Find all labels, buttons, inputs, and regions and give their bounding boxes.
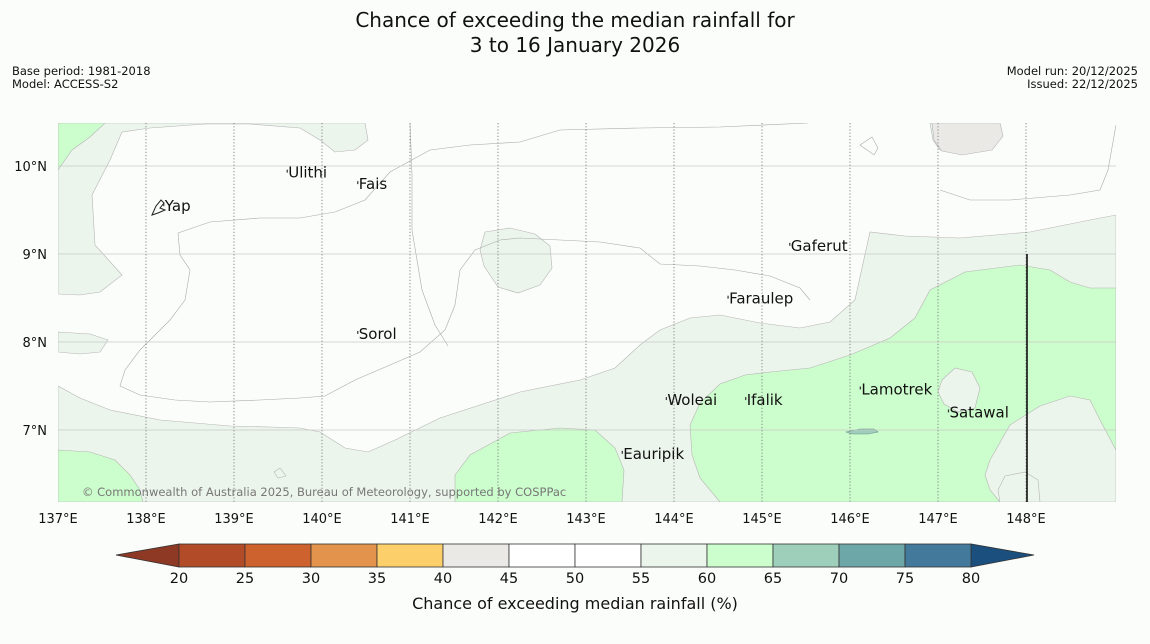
info-left: Base period: 1981-2018 Model: ACCESS-S2 bbox=[12, 65, 151, 91]
colorbar-tick: 45 bbox=[500, 571, 518, 587]
place-marker bbox=[789, 242, 791, 246]
colorbar-cell bbox=[706, 543, 774, 568]
issued-date: Issued: 22/12/2025 bbox=[1027, 77, 1138, 91]
colorbar-tick: 35 bbox=[368, 571, 386, 587]
colorbar-cell bbox=[838, 543, 906, 568]
lon-tick: 148°E bbox=[1006, 512, 1046, 527]
lon-tick: 138°E bbox=[126, 512, 166, 527]
region-40-45 bbox=[931, 123, 1004, 156]
lon-tick: 145°E bbox=[742, 512, 782, 527]
colorbar-tick: 40 bbox=[434, 571, 452, 587]
colorbar-cells bbox=[178, 543, 972, 568]
colorbar-cell bbox=[178, 543, 246, 568]
colorbar-tick: 60 bbox=[698, 571, 716, 587]
yap-island-shape bbox=[151, 199, 167, 216]
place-label-gaferut: Gaferut bbox=[791, 237, 848, 255]
region-50-55-hole-2 bbox=[997, 471, 1041, 502]
colorbar-low-extend bbox=[115, 543, 180, 568]
lon-tick: 142°E bbox=[478, 512, 518, 527]
place-label-ifalik: Ifalik bbox=[747, 391, 783, 409]
lon-tick: 147°E bbox=[918, 512, 958, 527]
region-60-65 bbox=[58, 123, 1116, 502]
lat-tick: 10°N bbox=[14, 160, 47, 175]
title-line-2: 3 to 16 January 2026 bbox=[469, 33, 681, 57]
lon-tick: 144°E bbox=[654, 512, 694, 527]
map-title: Chance of exceeding the median rainfall … bbox=[0, 8, 1150, 58]
place-marker bbox=[357, 330, 359, 334]
info-right: Model run: 20/12/2025 Issued: 22/12/2025 bbox=[1007, 65, 1138, 91]
colorbar-tick: 20 bbox=[170, 571, 188, 587]
lon-tick-labels: 137°E 138°E 139°E 140°E 141°E 142°E 143°… bbox=[38, 512, 1046, 527]
region-50-55-hole bbox=[937, 367, 981, 413]
colorbar-label: Chance of exceeding median rainfall (%) bbox=[412, 594, 738, 613]
place-marker bbox=[727, 295, 729, 299]
colorbar-cell bbox=[508, 543, 576, 568]
colorbar-cell bbox=[376, 543, 444, 568]
lon-tick: 143°E bbox=[566, 512, 606, 527]
colorbar-tick: 25 bbox=[236, 571, 254, 587]
place-label-fais: Fais bbox=[359, 175, 388, 193]
lat-tick: 8°N bbox=[23, 336, 48, 351]
lat-gridlines bbox=[58, 165, 1116, 431]
title-line-1: Chance of exceeding the median rainfall … bbox=[355, 8, 795, 32]
place-label-ulithi: Ulithi bbox=[288, 164, 327, 182]
place-marker bbox=[745, 397, 747, 401]
colorbar-tick-labels: 20 25 30 35 40 45 50 55 60 65 70 75 80 bbox=[170, 571, 980, 587]
copyright-text: © Commonwealth of Australia 2025, Bureau… bbox=[82, 485, 566, 499]
colorbar-cell bbox=[904, 543, 972, 568]
colorbar-cell bbox=[640, 543, 708, 568]
colorbar-tick: 75 bbox=[896, 571, 914, 587]
colorbar-tick: 50 bbox=[566, 571, 584, 587]
colorbar-tick: 55 bbox=[632, 571, 650, 587]
lon-tick: 137°E bbox=[38, 512, 78, 527]
colorbar-tick: 70 bbox=[830, 571, 848, 587]
model-name: Model: ACCESS-S2 bbox=[12, 77, 119, 91]
place-marker bbox=[621, 450, 623, 454]
map-area: Yap Ulithi Fais Gaferut Faraulep Sorol Woleai I… bbox=[58, 123, 1116, 502]
place-label-woleai: Woleai bbox=[667, 391, 717, 409]
colorbar-cell bbox=[442, 543, 510, 568]
place-label-faraulep: Faraulep bbox=[729, 290, 793, 308]
lon-tick: 140°E bbox=[302, 512, 342, 527]
lat-tick-labels: 10°N 9°N 8°N 7°N bbox=[14, 160, 47, 439]
place-label-lamotrek: Lamotrek bbox=[861, 380, 932, 398]
colorbar-cell bbox=[244, 543, 312, 568]
place-label-yap: Yap bbox=[164, 197, 191, 215]
model-run: Model run: 20/12/2025 bbox=[1006, 64, 1138, 78]
colorbar: 20 25 30 35 40 45 50 55 60 65 70 75 80 bbox=[115, 543, 1035, 587]
colorbar-cell bbox=[772, 543, 840, 568]
colorbar-tick: 80 bbox=[962, 571, 980, 587]
lon-tick: 139°E bbox=[214, 512, 254, 527]
place-marker bbox=[163, 203, 165, 207]
colorbar-cell bbox=[574, 543, 642, 568]
place-label-satawal: Satawal bbox=[949, 403, 1008, 421]
lat-tick: 9°N bbox=[23, 248, 48, 263]
place-marker bbox=[665, 397, 667, 401]
colorbar-tick: 30 bbox=[302, 571, 320, 587]
lon-tick: 141°E bbox=[390, 512, 430, 527]
place-marker bbox=[286, 169, 288, 173]
place-marker bbox=[357, 181, 359, 185]
place-label-eauripik: Eauripik bbox=[623, 445, 684, 463]
place-marker bbox=[947, 409, 950, 413]
colorbar-cell bbox=[310, 543, 378, 568]
colorbar-tick: 65 bbox=[764, 571, 782, 587]
place-marker bbox=[859, 386, 861, 390]
place-label-sorol: Sorol bbox=[359, 325, 397, 343]
base-period: Base period: 1981-2018 bbox=[12, 64, 151, 78]
colorbar-high-extend bbox=[970, 543, 1035, 568]
lon-gridlines bbox=[145, 123, 1027, 502]
lon-tick: 146°E bbox=[830, 512, 870, 527]
place-labels: Yap Ulithi Fais Gaferut Faraulep Sorol Woleai I… bbox=[163, 164, 1009, 463]
lat-tick: 7°N bbox=[23, 424, 48, 439]
